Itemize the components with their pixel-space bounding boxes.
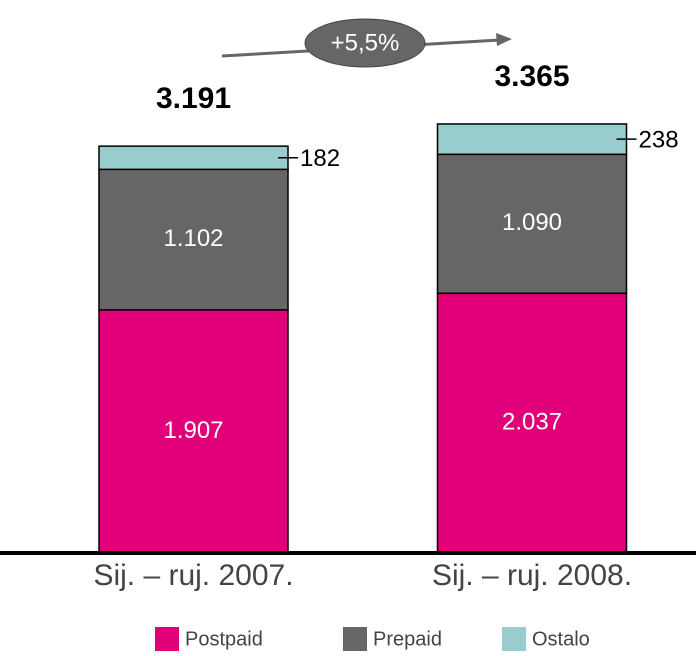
legend-swatch xyxy=(343,627,367,651)
legend-label: Postpaid xyxy=(185,628,263,650)
value-label: 238 xyxy=(639,126,679,153)
bar-segment xyxy=(98,309,289,554)
bar-segment xyxy=(436,123,628,156)
arrow-head xyxy=(496,33,512,46)
annotation-bubble xyxy=(304,18,426,68)
annotation: +5,5% xyxy=(331,29,400,56)
bar-segment xyxy=(98,145,289,171)
x-tick-label: Sij. – ruj. 2008. xyxy=(432,559,632,592)
value-label: 2.037 xyxy=(502,408,562,435)
total-label: 3.191 xyxy=(156,82,231,115)
x-tick-label: Sij. – ruj. 2007. xyxy=(93,559,293,592)
legend-label: Prepaid xyxy=(373,628,442,650)
legend-swatch xyxy=(155,627,179,651)
legend-label: Ostalo xyxy=(532,628,590,650)
value-label: 1.102 xyxy=(163,225,223,252)
value-label: 182 xyxy=(300,145,340,172)
total-label: 3.365 xyxy=(494,60,569,93)
bar-segment xyxy=(98,168,289,311)
legend-swatch xyxy=(502,627,526,651)
value-label: 1.090 xyxy=(502,209,562,236)
value-label: 1.907 xyxy=(163,417,223,444)
